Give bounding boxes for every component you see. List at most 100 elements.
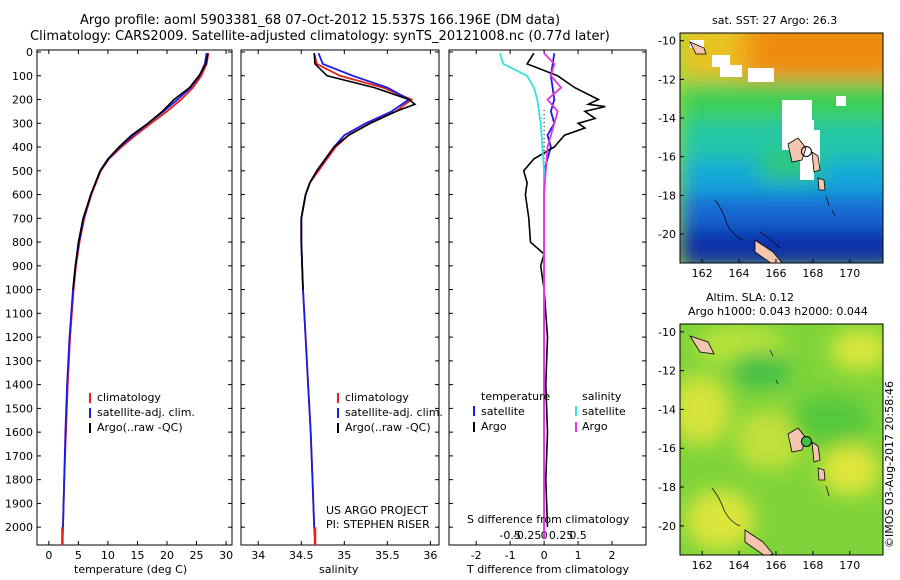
map-x-tick-label: 164	[729, 267, 750, 280]
sla-map-title-line2: Argo h1000: 0.043 h2000: 0.044	[688, 305, 868, 318]
series-line-black	[72, 53, 209, 290]
map-y-tick-label: -20	[658, 520, 676, 533]
sdiff-tick-label: 0.25	[549, 529, 574, 542]
sdiff-tick-label: 0.5	[569, 529, 587, 542]
legend-temperature-header: temperature	[481, 390, 551, 403]
depth-tick-label: 600	[12, 189, 33, 202]
legend-s-argo: Argo	[582, 420, 608, 433]
depth-tick-label: 900	[12, 260, 33, 273]
map-y-tick-label: -14	[658, 403, 676, 416]
depth-tick-label: 2000	[5, 521, 33, 534]
map-y-tick-label: -12	[658, 365, 676, 378]
x-tick-label: 25	[190, 549, 204, 562]
x-tick-label: 0	[541, 549, 548, 562]
x-tick-label: 35	[337, 549, 351, 562]
map-y-tick-label: -16	[658, 151, 676, 164]
x-tick-label: -1	[505, 549, 516, 562]
series-group	[499, 52, 606, 540]
depth-tick-label: 100	[12, 70, 33, 83]
salinity-panel	[240, 49, 440, 546]
depth-tick-label: 1800	[5, 474, 33, 487]
temperature-xlabel: temperature (deg C)	[74, 563, 188, 576]
depth-tick-label: 1000	[5, 284, 33, 297]
x-tick-label: 34.5	[289, 549, 314, 562]
x-tick-label: 1	[575, 549, 582, 562]
depth-tick-label: 800	[12, 236, 33, 249]
map-y-tick-label: -10	[658, 326, 676, 339]
legend-s-satellite: satellite	[582, 405, 626, 418]
x-tick-label: 35.5	[375, 549, 400, 562]
difference-panel	[448, 49, 647, 546]
salinity-xlabel: salinity	[319, 563, 359, 576]
map-x-tick-label: 168	[802, 267, 823, 280]
depth-tick-label: 1700	[5, 450, 33, 463]
depth-tick-label: 700	[12, 212, 33, 225]
difference-top-xlabel: S difference from climatology	[467, 513, 630, 526]
depth-tick-label: 1900	[5, 497, 33, 510]
map-x-tick-label: 164	[729, 559, 750, 572]
series-line-black	[300, 53, 417, 290]
depth-tick-label: 0	[26, 46, 33, 59]
x-tick-label: 30	[219, 549, 233, 562]
depth-tick-label: 500	[12, 165, 33, 178]
depth-tick-label: 1400	[5, 379, 33, 392]
map-y-tick-label: -12	[658, 73, 676, 86]
map-x-tick-label: 170	[839, 267, 860, 280]
series-line-magenta	[543, 52, 563, 540]
legend-argo-label-sal: Argo(..raw -QC)	[345, 421, 431, 434]
sla-map-title-line1: Altim. SLA: 0.12	[706, 291, 795, 304]
map-y-tick-label: -16	[658, 442, 676, 455]
sdiff-tick-label: -0.25	[513, 529, 541, 542]
map-y-tick-label: -20	[658, 228, 676, 241]
x-tick-label: 0	[45, 549, 52, 562]
legend-t-argo: Argo	[481, 420, 507, 433]
depth-tick-label: 1500	[5, 402, 33, 415]
legend-argo-label: Argo(..raw -QC)	[97, 421, 183, 434]
map-y-tick-label: -18	[658, 481, 676, 494]
difference-xlabel: T difference from climatology	[467, 563, 629, 576]
map-x-tick-label: 168	[802, 559, 823, 572]
depth-tick-label: 1600	[5, 426, 33, 439]
legend-salinity-header: salinity	[582, 390, 622, 403]
map-x-tick-label: 162	[692, 267, 713, 280]
legend-sat-label: satellite-adj. clim.	[97, 406, 195, 419]
map-y-tick-label: -10	[658, 35, 676, 48]
depth-tick-label: 1300	[5, 355, 33, 368]
sdiff-tick-label: -0.5	[499, 529, 520, 542]
depth-tick-label: 400	[12, 141, 33, 154]
temperature-panel	[36, 49, 233, 546]
map-y-tick-label: -18	[658, 189, 676, 202]
map-x-tick-label: 166	[765, 559, 786, 572]
x-tick-label: 36	[423, 549, 437, 562]
legend-clim-label-sal: climatology	[345, 391, 409, 404]
x-tick-label: 10	[101, 549, 115, 562]
sla-map-frame	[679, 323, 884, 556]
map-x-tick-label: 166	[765, 267, 786, 280]
figure-title-line2: Climatology: CARS2009. Satellite-adjuste…	[30, 29, 610, 44]
legend-clim-label: climatology	[97, 391, 161, 404]
x-tick-label: 34	[251, 549, 265, 562]
figure-title-line1: Argo profile: aoml 5903381_68 07-Oct-201…	[79, 13, 561, 28]
x-tick-label: 20	[160, 549, 174, 562]
legend-sat-label-sal: satellite-adj. clim.	[345, 406, 443, 419]
depth-tick-label: 300	[12, 117, 33, 130]
depth-tick-label: 1100	[5, 307, 33, 320]
legend-difference	[473, 406, 577, 432]
series-group	[61, 53, 210, 545]
x-tick-label: 2	[609, 549, 616, 562]
x-tick-label: 15	[130, 549, 144, 562]
series-group	[300, 52, 417, 545]
map-x-tick-label: 170	[839, 559, 860, 572]
legend-t-satellite: satellite	[481, 405, 525, 418]
imos-timestamp: ©IMOS 03-Aug-2017 20:58:46	[883, 381, 896, 548]
x-tick-label: -2	[471, 549, 482, 562]
project-annotation: US ARGO PROJECT	[326, 504, 428, 517]
map-y-tick-label: -14	[658, 112, 676, 125]
x-tick-label: 5	[75, 549, 82, 562]
sst-map	[680, 33, 883, 263]
sst-map-title: sat. SST: 27 Argo: 26.3	[712, 14, 838, 27]
depth-tick-label: 200	[12, 94, 33, 107]
depth-tick-label: 1200	[5, 331, 33, 344]
map-x-tick-label: 162	[692, 559, 713, 572]
